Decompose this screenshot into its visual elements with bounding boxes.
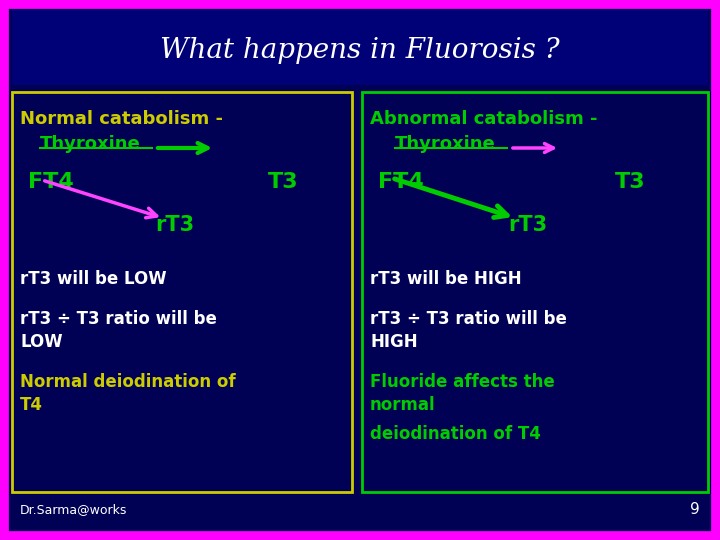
Text: deiodination of T4: deiodination of T4: [370, 425, 541, 443]
Bar: [12, 92, 352, 492]
Text: rT3 ÷ T3 ratio will be: rT3 ÷ T3 ratio will be: [20, 310, 217, 328]
Text: rT3: rT3: [508, 215, 547, 235]
Bar: [362, 92, 708, 492]
Text: T4: T4: [20, 396, 43, 414]
Text: normal: normal: [370, 396, 436, 414]
Text: rT3 will be LOW: rT3 will be LOW: [20, 270, 166, 288]
Text: Normal catabolism -: Normal catabolism -: [20, 110, 223, 128]
Text: rT3 will be HIGH: rT3 will be HIGH: [370, 270, 521, 288]
Text: 9: 9: [690, 503, 700, 517]
Text: rT3: rT3: [155, 215, 194, 235]
Text: Normal deiodination of: Normal deiodination of: [20, 373, 235, 391]
Bar: [12, 10, 708, 85]
Text: T3: T3: [615, 172, 646, 192]
Text: Thyroxine: Thyroxine: [395, 135, 496, 153]
Text: HIGH: HIGH: [370, 333, 418, 351]
Text: rT3 ÷ T3 ratio will be: rT3 ÷ T3 ratio will be: [370, 310, 567, 328]
Text: What happens in Fluorosis ?: What happens in Fluorosis ?: [160, 37, 560, 64]
Text: Thyroxine: Thyroxine: [40, 135, 140, 153]
Text: LOW: LOW: [20, 333, 63, 351]
Text: Fluoride affects the: Fluoride affects the: [370, 373, 554, 391]
Text: Dr.Sarma@works: Dr.Sarma@works: [20, 503, 127, 516]
Text: FT4: FT4: [378, 172, 424, 192]
Text: FT4: FT4: [28, 172, 73, 192]
Text: T3: T3: [268, 172, 299, 192]
Text: Abnormal catabolism -: Abnormal catabolism -: [370, 110, 598, 128]
